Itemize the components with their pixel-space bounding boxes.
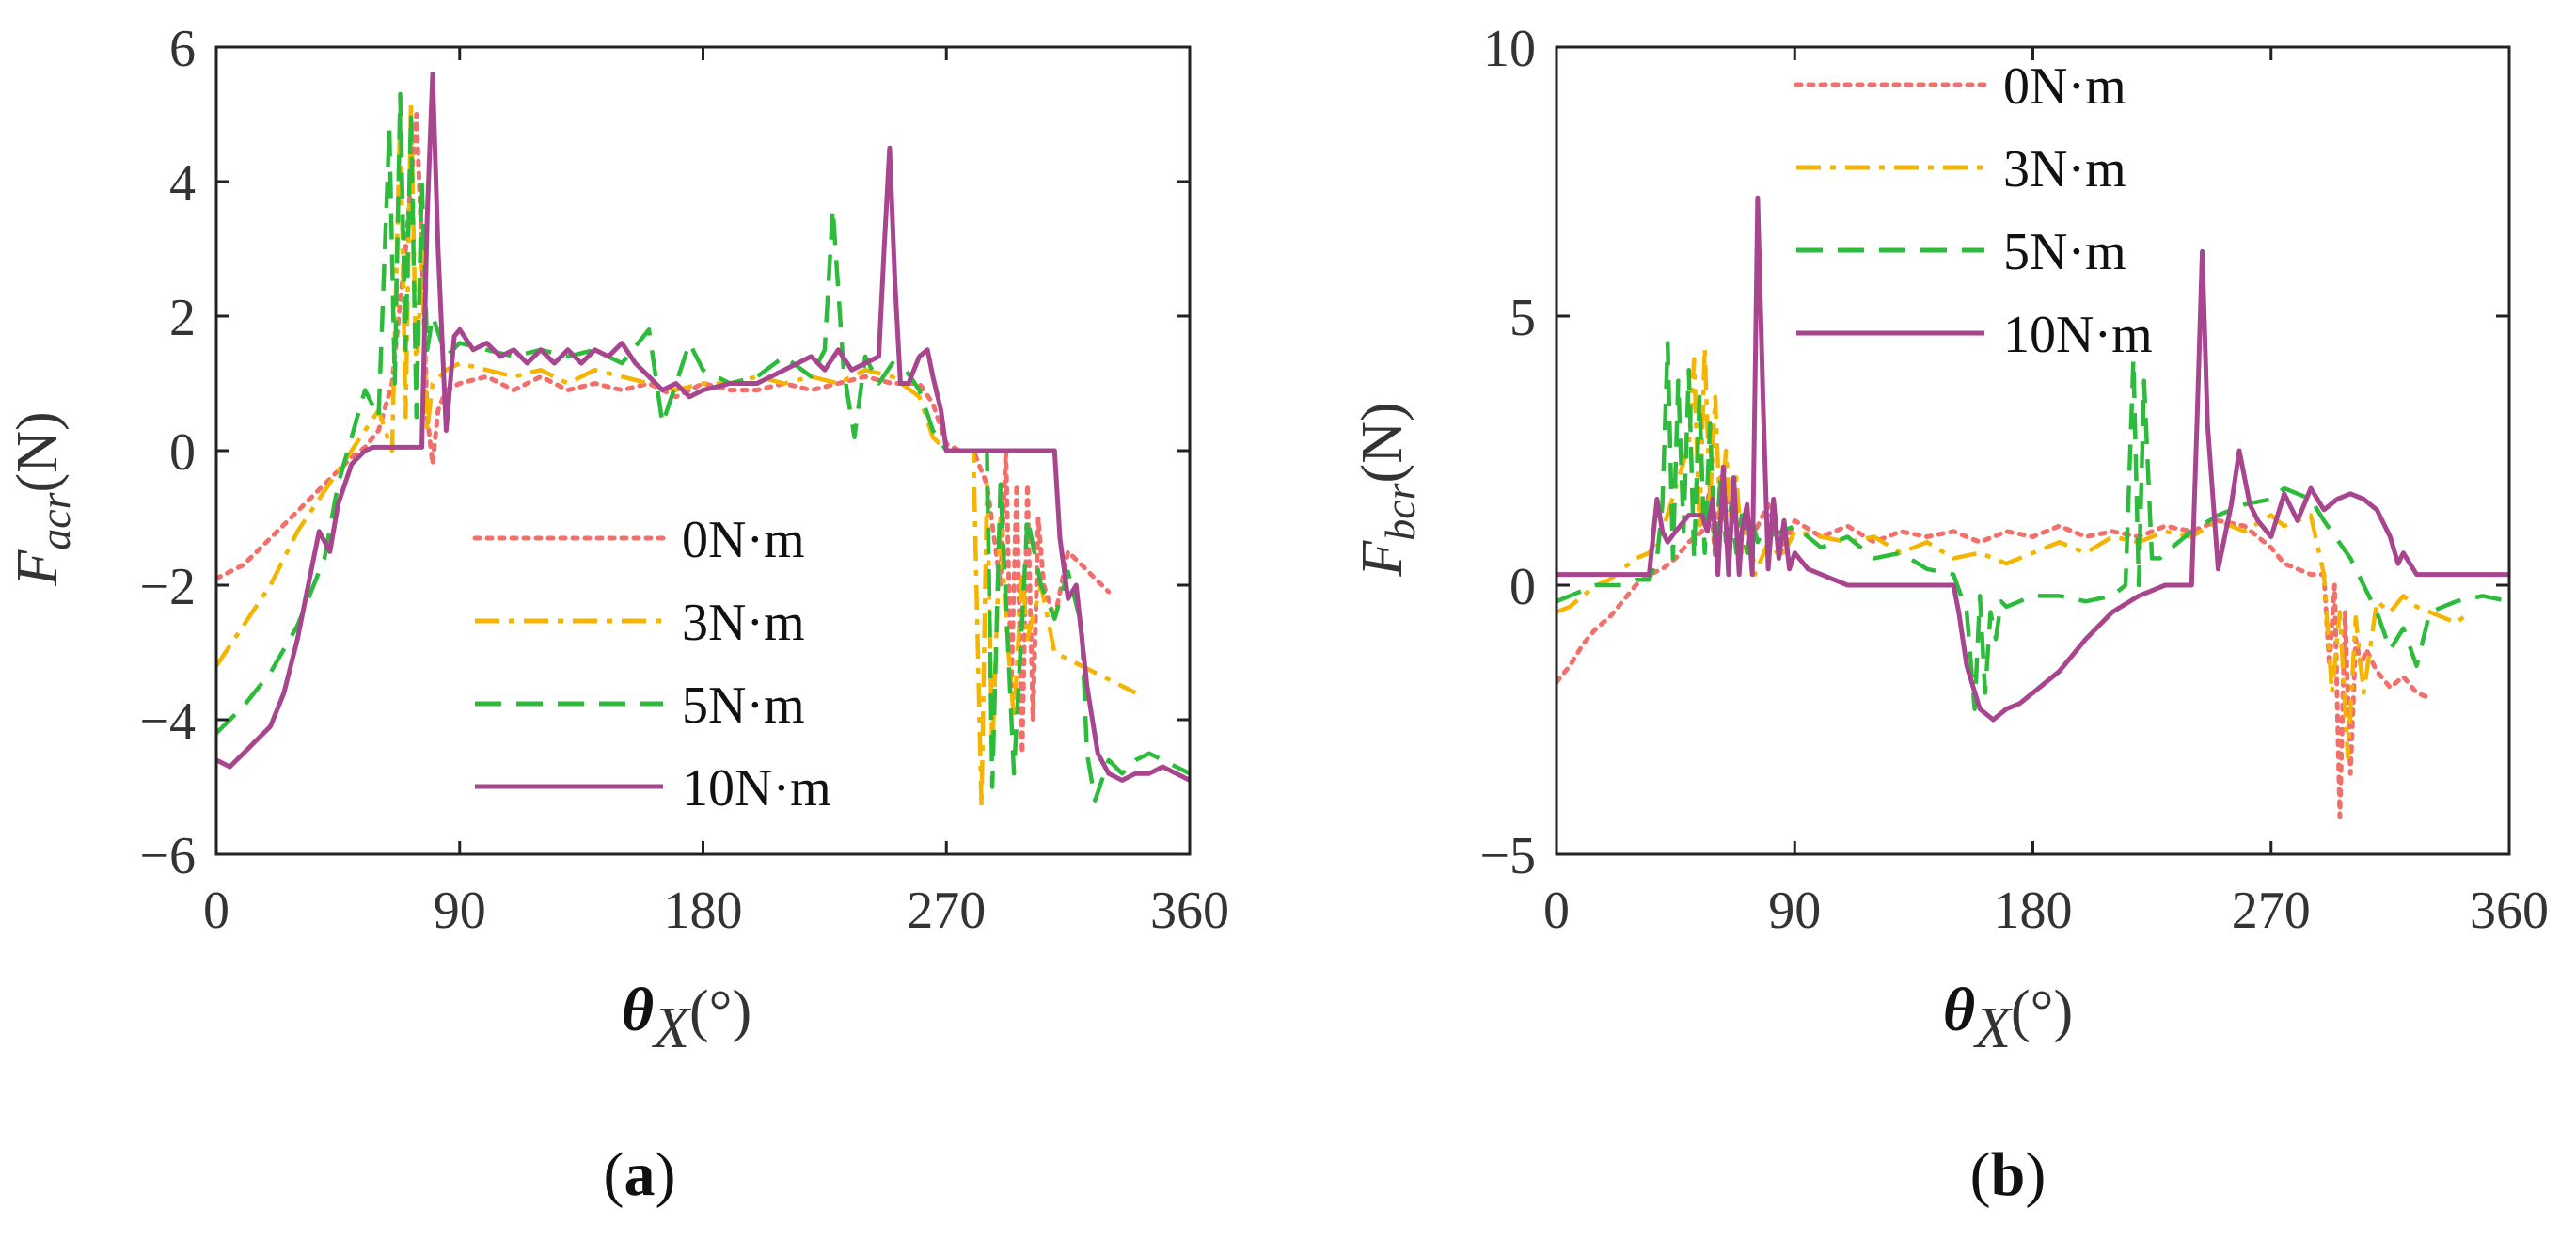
y-axis-subscript-a: acr: [31, 491, 79, 549]
panel-label-b-open: (: [1970, 1140, 1991, 1209]
x-tick-label-b-2: 180: [1994, 882, 2073, 940]
x-axis-symbol-a: θ: [622, 976, 654, 1044]
legend-label-b-2: 5N·m: [2003, 223, 2126, 281]
legend-label-b-0: 0N·m: [2003, 57, 2126, 116]
y-tick-label-b-2: 5: [1509, 289, 1536, 347]
series-line-b-2: [1557, 341, 2509, 711]
x-tick-label-a-2: 180: [664, 882, 743, 940]
legend-label-a-0: 0N·m: [682, 511, 805, 569]
y-tick-label-a-3: 0: [169, 423, 196, 482]
x-tick-label-b-0: 0: [1543, 882, 1570, 940]
x-tick-label-b-1: 90: [1768, 882, 1821, 940]
legend-b: 0N·m 3N·m 5N·m 10N·m: [1794, 57, 2153, 364]
y-axis-symbol-b: F: [1351, 540, 1414, 578]
series-line-a-3: [216, 72, 1190, 783]
y-axis-subscript-b: bcr: [1376, 482, 1424, 540]
panel-label-b: (b): [1970, 1140, 2047, 1209]
x-axis-title-a: θX(°): [622, 976, 751, 1060]
y-tick-label-a-4: 2: [169, 289, 196, 347]
y-tick-label-b-3: 10: [1483, 20, 1536, 78]
y-axis-unit-b: (N): [1351, 402, 1414, 483]
y-tick-label-a-1: −4: [139, 692, 196, 751]
x-tick-label-b-4: 360: [2470, 882, 2549, 940]
x-axis-unit-b: (°): [2011, 979, 2073, 1043]
series-group-a: [216, 72, 1190, 810]
panel-label-a: (a): [604, 1140, 676, 1209]
y-axis-unit-a: (N): [6, 411, 70, 492]
legend-label-a-3: 10N·m: [682, 759, 831, 818]
series-line-a-0: [216, 112, 1112, 756]
series-line-b-0: [1557, 475, 2433, 819]
y-axis-title-a: Facr(N): [6, 411, 79, 586]
series-group-b: [1557, 195, 2509, 819]
y-tick-label-a-2: −2: [139, 558, 196, 616]
y-tick-label-a-0: −6: [139, 827, 196, 885]
panel-label-a-open: (: [604, 1140, 624, 1209]
panel-label-a-letter: a: [624, 1140, 656, 1209]
x-axis-subscript-a: X: [651, 996, 691, 1060]
x-axis-unit-a: (°): [689, 979, 751, 1043]
x-tick-label-a-3: 270: [907, 882, 986, 940]
panel-label-b-close: ): [2025, 1140, 2046, 1209]
y-axis-title-b: Fbcr(N): [1351, 402, 1424, 577]
x-tick-label-a-1: 90: [434, 882, 486, 940]
series-line-b-1: [1557, 346, 2472, 760]
series-line-b-3: [1557, 195, 2509, 723]
y-axis-symbol-a: F: [6, 549, 70, 587]
chart-panel-a: 0 90 180 270 360−6−4−202460N·m3N·m5N·m10N·m …: [6, 20, 1229, 1209]
y-tick-label-a-5: 4: [169, 154, 196, 213]
series-line-a-2: [216, 91, 1190, 803]
legend-label-a-2: 5N·m: [682, 676, 805, 735]
legend-label-b-3: 10N·m: [2003, 306, 2153, 364]
legend-label-b-1: 3N·m: [2003, 140, 2126, 199]
y-tick-label-a-6: 6: [169, 20, 196, 78]
panel-label-a-close: ): [656, 1140, 676, 1209]
legend-a: 0N·m 3N·m 5N·m 10N·m: [472, 511, 831, 818]
plot-area-a: 0 90 180 270 360 −6 −4 −2 0 2 4 6 0N·m 3N·m 5N·m 10N·m: [139, 20, 1229, 940]
panel-label-b-letter: b: [1991, 1140, 2026, 1209]
x-axis-title-b: θX(°): [1943, 976, 2073, 1060]
x-tick-label-b-3: 270: [2232, 882, 2311, 940]
y-tick-label-b-0: −5: [1479, 827, 1536, 885]
y-tick-label-b-1: 0: [1509, 558, 1536, 616]
x-tick-label-a-4: 360: [1150, 882, 1229, 940]
x-tick-label-a-0: 0: [203, 882, 229, 940]
legend-label-a-1: 3N·m: [682, 594, 805, 652]
x-axis-symbol-b: θ: [1943, 976, 1975, 1044]
x-axis-subscript-b: X: [1972, 996, 2013, 1060]
